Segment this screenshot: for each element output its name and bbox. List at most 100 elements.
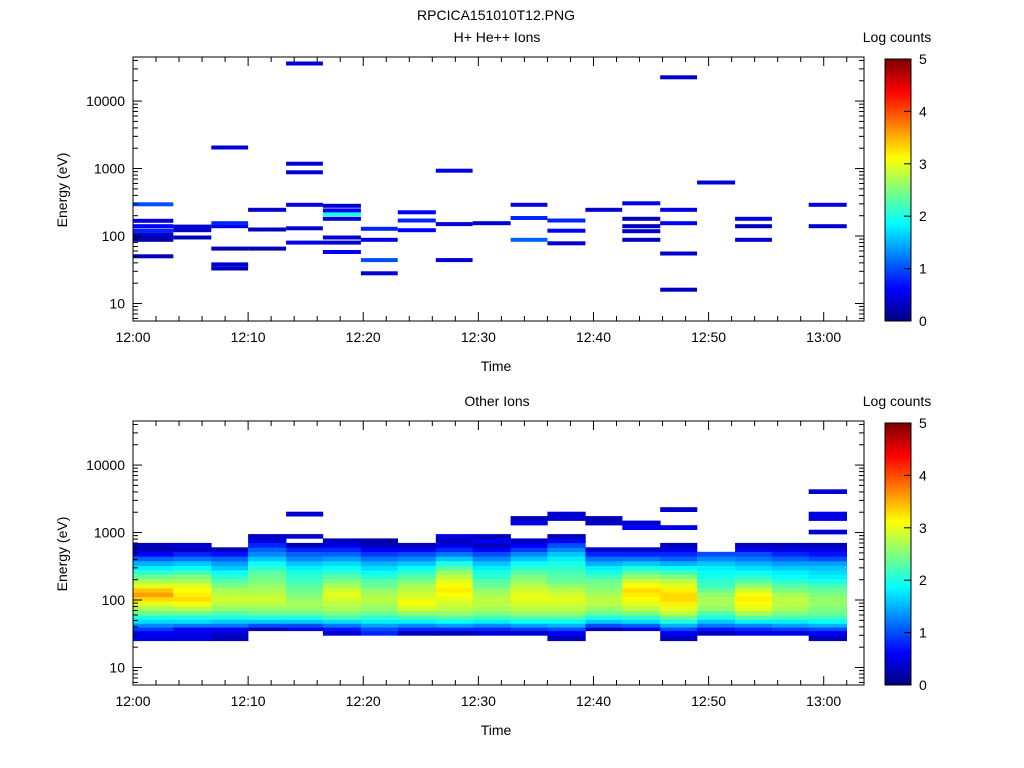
colorbar-segment [885, 425, 911, 428]
colorbar-tick-label: 4 [919, 467, 927, 483]
colorbar-segment [885, 484, 911, 487]
heatmap-cell [472, 619, 511, 624]
colorbar-segment [885, 262, 911, 265]
colorbar-segment [885, 74, 911, 77]
colorbar-segment [885, 423, 911, 426]
heatmap-cell [735, 547, 773, 552]
heatmap-cell [547, 538, 586, 544]
heatmap-cell [173, 547, 212, 552]
heatmap-cell [435, 583, 473, 589]
heatmap-cell [585, 623, 623, 628]
heatmap-cell [735, 610, 773, 616]
heatmap-cell [660, 287, 697, 292]
colorbar-segment [885, 658, 911, 662]
heatmap-cell [622, 587, 661, 593]
colorbar-segment [885, 242, 911, 245]
heatmap-cell [322, 561, 362, 566]
heatmap-cell [286, 511, 324, 517]
heatmap-cell [510, 542, 548, 548]
colorbar-segment [885, 438, 911, 441]
heatmap-cell [360, 610, 398, 616]
heatmap-cell [510, 615, 548, 620]
heatmap-cell [771, 578, 809, 584]
heatmap-cell [735, 224, 772, 229]
heatmap-cell [173, 224, 212, 229]
heatmap-cell [660, 592, 698, 598]
heatmap-cell [660, 507, 698, 512]
colorbar-segment [885, 305, 911, 309]
heatmap-cell [547, 630, 586, 636]
heatmap-cell [622, 547, 661, 552]
colorbar-tick-label: 2 [919, 208, 927, 224]
colorbar-segment [885, 214, 911, 217]
colorbar-segment [885, 676, 911, 679]
colorbar-tick-label: 4 [919, 103, 927, 119]
heatmap-cell [133, 635, 174, 642]
heatmap-cell [360, 596, 398, 602]
heatmap-cell [510, 627, 548, 632]
colorbar-segment [885, 457, 911, 461]
colorbar-segment [885, 650, 911, 653]
heatmap-cell [771, 606, 809, 612]
heatmap-cell [660, 542, 698, 548]
heatmap-cell [360, 587, 398, 593]
heatmap-cell [808, 556, 847, 562]
heatmap-cell [173, 561, 212, 566]
heatmap-cell [360, 258, 398, 263]
heatmap-cell [585, 606, 623, 612]
colorbar-segment [885, 647, 911, 651]
panel-title: Other Ions [464, 393, 529, 409]
heatmap-cell [547, 565, 586, 571]
colorbar-segment [885, 516, 911, 520]
heatmap-cell [173, 606, 212, 612]
heatmap-cell [547, 587, 586, 593]
heatmap-cell [622, 610, 661, 616]
heatmap-cell [360, 630, 398, 636]
colorbar-segment [885, 314, 911, 318]
heatmap-cell [397, 627, 437, 632]
colorbar-segment [885, 492, 911, 496]
heatmap-cell [771, 592, 809, 598]
heatmap-cell [660, 606, 698, 612]
heatmap-cell [585, 547, 623, 552]
heatmap-cell [248, 538, 287, 544]
heatmap-cell [360, 601, 398, 607]
colorbar-segment [885, 288, 911, 291]
heatmap-cell [211, 145, 249, 150]
heatmap-cell [771, 623, 809, 628]
heatmap-cell [322, 601, 362, 607]
heatmap-cell [585, 551, 623, 557]
x-tick-label: 12:30 [461, 693, 496, 709]
heatmap-cell [547, 623, 586, 628]
colorbar-segment [885, 87, 911, 90]
colorbar-segment [885, 680, 911, 684]
colorbar-segment [885, 571, 911, 575]
heatmap-cell [248, 542, 287, 548]
heatmap-cell [660, 569, 698, 575]
heatmap-cell [133, 592, 174, 598]
y-tick-labels: 10 100 1000 10000 [86, 93, 125, 311]
heatmap-cell [360, 569, 398, 575]
heatmap-cell [133, 615, 174, 620]
heatmap-cell [173, 542, 212, 548]
heatmap-cell [360, 592, 398, 598]
colorbar-segment [885, 227, 911, 230]
heatmap-cell [133, 234, 174, 239]
colorbar-segment [885, 176, 911, 180]
heatmap-cell [660, 551, 698, 557]
heatmap-cell [248, 551, 287, 557]
heatmap-cell [286, 534, 324, 539]
heatmap-cell [435, 578, 473, 584]
heatmap-cell [660, 556, 698, 562]
x-tick-label: 12:00 [115, 329, 150, 345]
heatmap-cell [286, 569, 324, 575]
heatmap-cell [472, 587, 511, 593]
colorbar-segment [885, 604, 911, 607]
figure-title: RPCICA151010T12.PNG [417, 7, 575, 23]
colorbar-segment [885, 120, 911, 123]
heatmap-cell [622, 606, 661, 612]
x-tick-label: 12:00 [115, 693, 150, 709]
heatmap-cell [360, 565, 398, 571]
colorbar-segment [885, 59, 911, 62]
colorbar-segment [885, 109, 911, 112]
